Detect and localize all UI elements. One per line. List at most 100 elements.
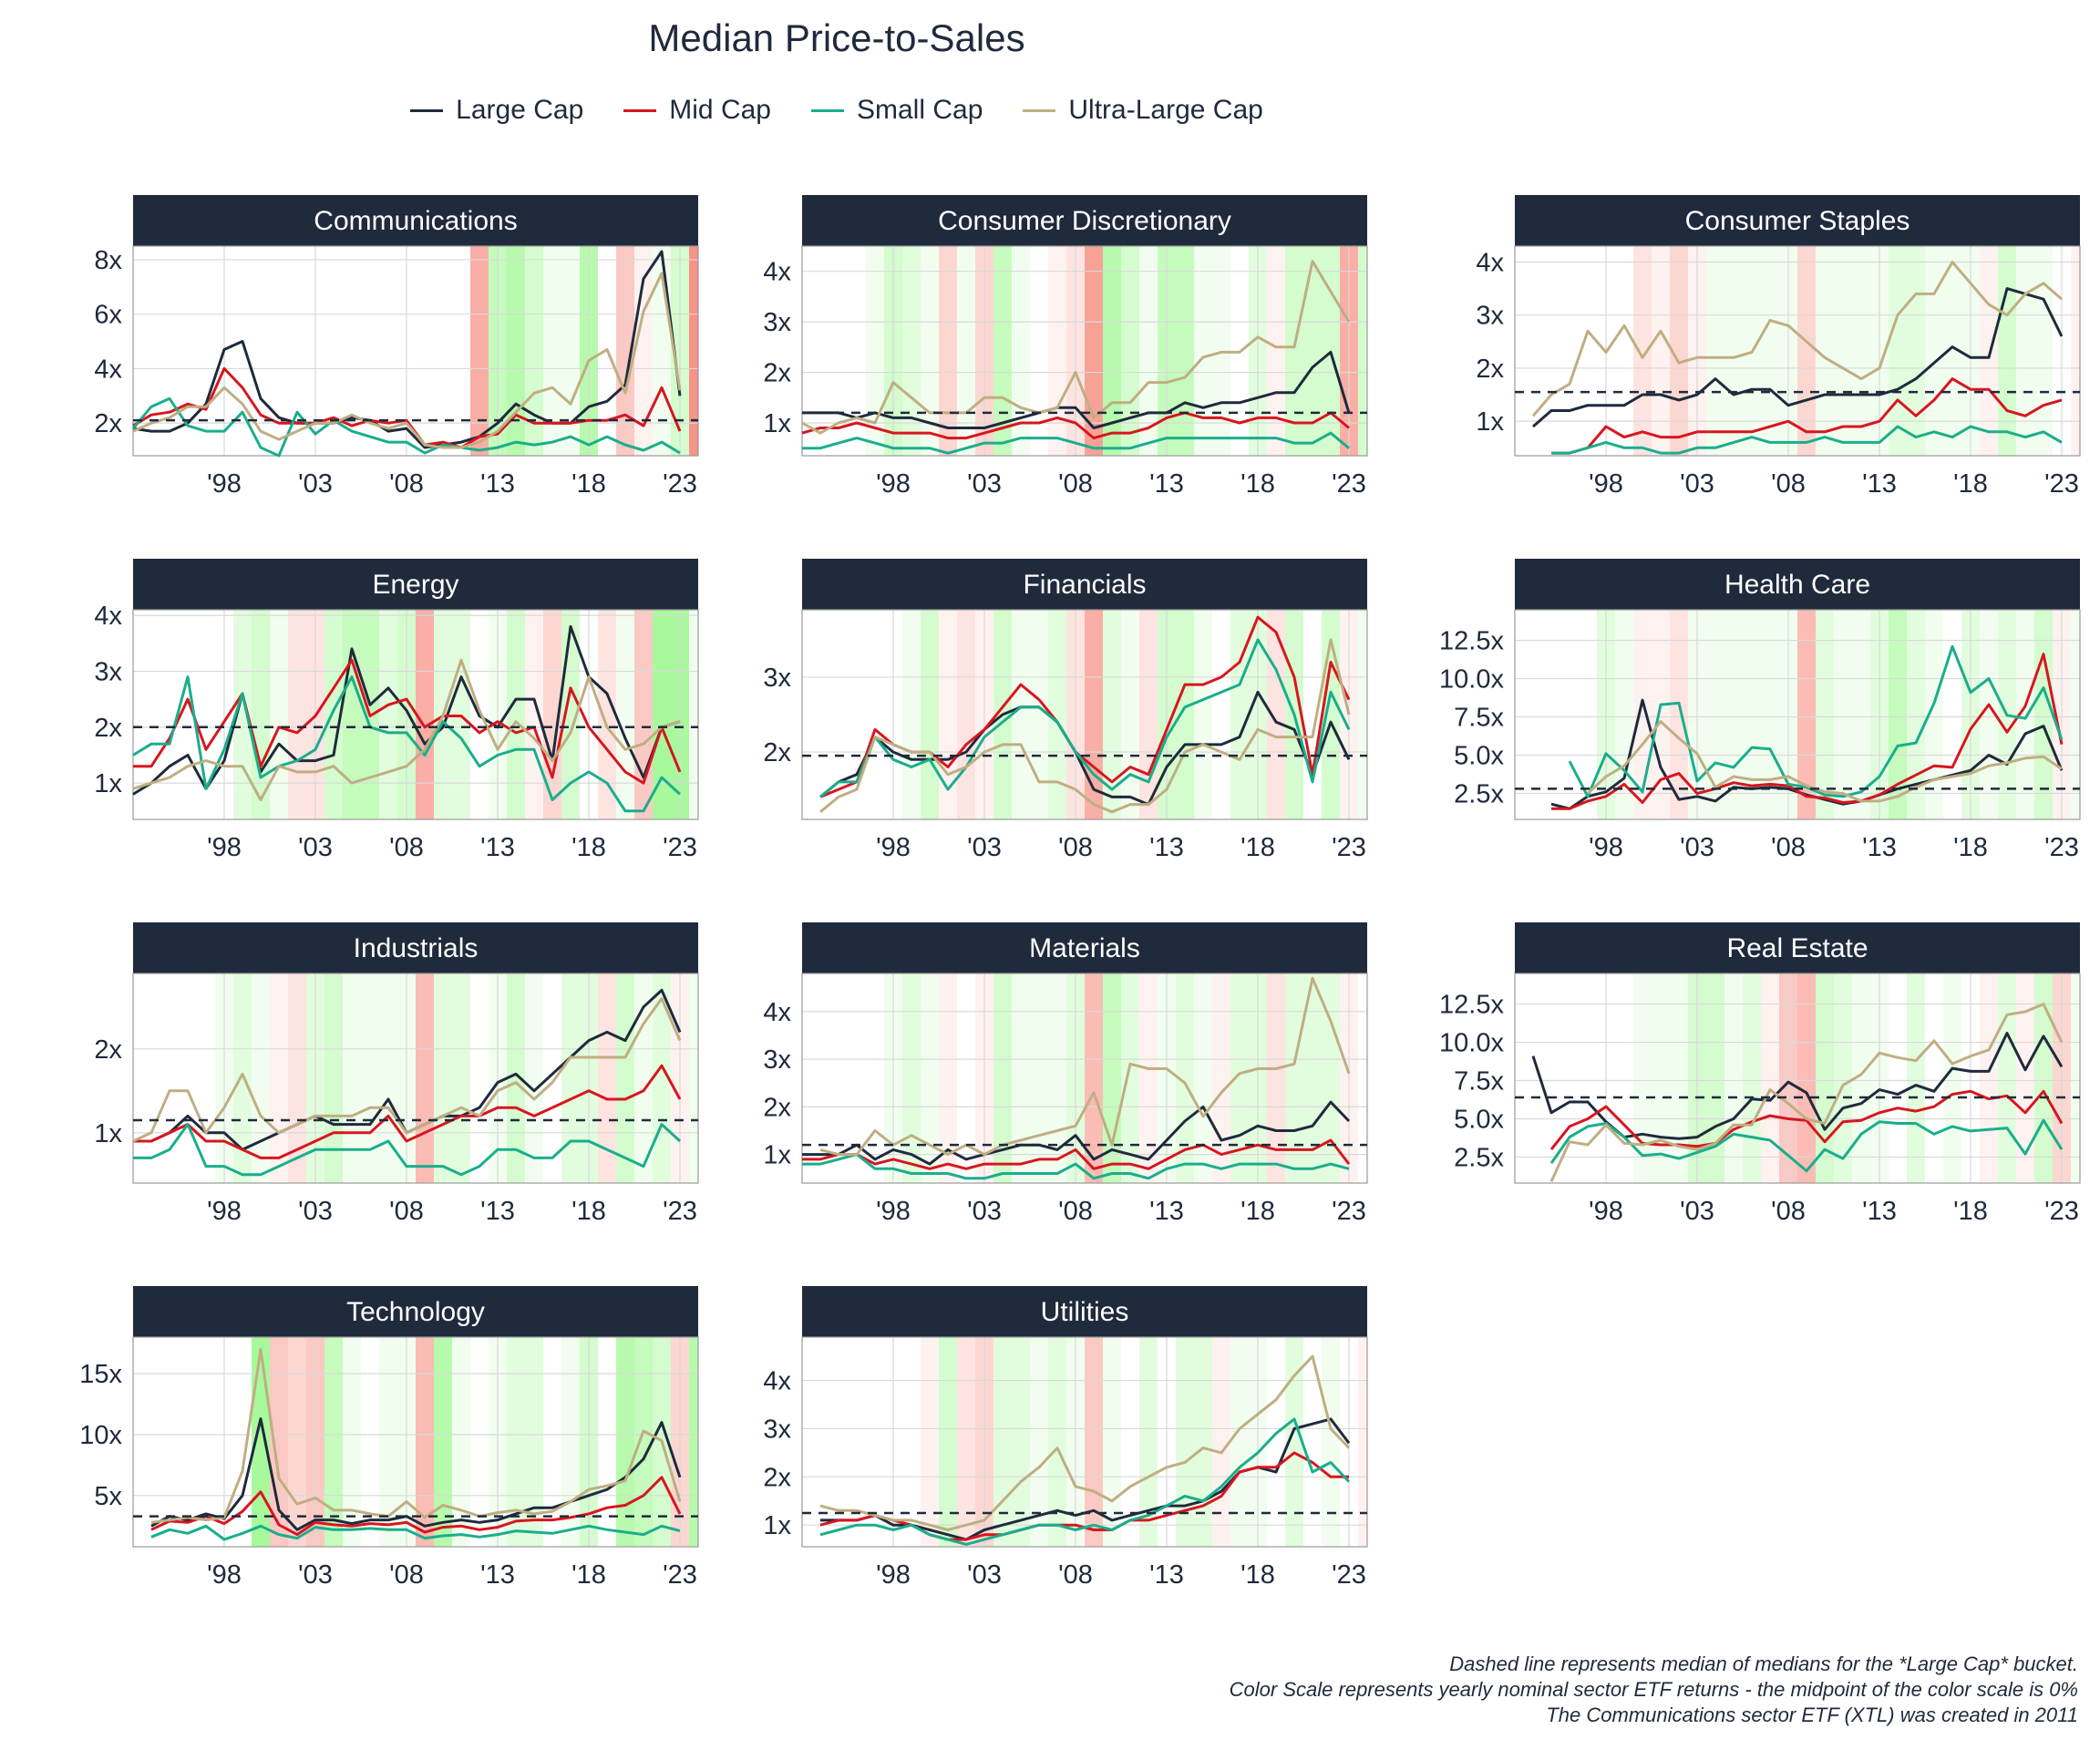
x-tick-label: '08 <box>389 1197 424 1226</box>
return-band <box>543 246 561 456</box>
y-tick-label: 3x <box>763 308 791 337</box>
y-tick-label: 7.5x <box>1454 704 1504 733</box>
return-band <box>1085 246 1103 456</box>
return-band <box>1358 1337 1367 1547</box>
return-band <box>1230 610 1249 819</box>
x-tick-label: '13 <box>1149 833 1184 862</box>
series-line-mid-cap <box>133 658 682 785</box>
y-tick-label: 5.0x <box>1454 741 1504 770</box>
series-line-mid-cap <box>1549 1089 2064 1151</box>
return-band <box>902 246 921 456</box>
return-band <box>2071 973 2080 1183</box>
panel-header <box>1515 559 2080 610</box>
return-band <box>616 246 634 456</box>
series-line-large-cap <box>132 250 682 449</box>
return-band <box>434 973 452 1183</box>
return-band <box>416 1337 434 1547</box>
return-band <box>1907 973 1925 1183</box>
return-band <box>993 246 1012 456</box>
return-band <box>1761 973 1779 1183</box>
series-line-small-cap <box>1549 1118 2064 1173</box>
panel-technology: Technology 5x 10x 15x '98 '03 '08 '13 '18 '23 <box>79 1286 699 1590</box>
return-band <box>507 610 525 819</box>
series-line-small-cap <box>802 431 1350 455</box>
x-tick-label: '98 <box>876 1560 911 1590</box>
return-band <box>1743 610 1761 819</box>
return-band <box>416 973 434 1183</box>
return-band <box>324 973 343 1183</box>
return-band <box>507 246 525 456</box>
series-line-small-cap <box>131 396 681 458</box>
series-line-ultra-large-cap <box>132 272 682 449</box>
plot-border <box>801 1336 1368 1548</box>
panel-header <box>1515 922 2080 973</box>
x-tick-label: '03 <box>967 469 1002 499</box>
return-band <box>379 610 397 819</box>
return-band <box>1121 246 1139 456</box>
footnote-communications-etf: The Communications sector ETF (XTL) was … <box>1546 1704 2078 1726</box>
y-tick-label: 5x <box>94 1482 122 1511</box>
return-band <box>634 1337 653 1547</box>
series-line-ultra-large-cap <box>1586 720 2063 803</box>
legend-label-ultra-large-cap: Ultra-Large Cap <box>1068 95 1263 125</box>
x-tick-label: '23 <box>663 1197 697 1226</box>
x-tick-label: '13 <box>1862 469 1897 499</box>
return-band <box>343 610 361 819</box>
series-line-ultra-large-cap <box>150 1347 682 1524</box>
return-band <box>921 973 939 1183</box>
plot-border <box>801 973 1368 1184</box>
return-band <box>1303 246 1322 456</box>
panel-header <box>802 195 1367 246</box>
y-tick-label: 2.5x <box>1454 1143 1504 1172</box>
return-band <box>1816 610 1834 819</box>
return-band <box>2034 246 2053 456</box>
return-band <box>902 610 921 819</box>
series-line-ultra-large-cap <box>819 638 1351 814</box>
return-band <box>2071 246 2080 456</box>
x-tick-label: '23 <box>2044 1197 2079 1226</box>
x-tick-label: '18 <box>571 1197 606 1226</box>
return-band <box>561 1337 580 1547</box>
legend-swatch-ultra-large-cap <box>1023 108 1056 112</box>
return-band <box>957 610 975 819</box>
x-tick-label: '18 <box>1953 469 1988 499</box>
series-line-ultra-large-cap <box>1531 261 2063 417</box>
return-band <box>1706 246 1724 456</box>
return-band <box>921 610 939 819</box>
return-band <box>1907 610 1925 819</box>
y-tick-label: 1x <box>763 1511 791 1540</box>
return-band <box>1194 246 1212 456</box>
return-band <box>1834 610 1852 819</box>
return-band <box>1012 1337 1030 1547</box>
panel-header <box>133 1286 698 1337</box>
return-band <box>1176 246 1194 456</box>
x-tick-label: '98 <box>1589 833 1623 862</box>
series-line-small-cap <box>1568 644 2064 798</box>
return-band <box>1724 973 1743 1183</box>
return-band <box>2016 246 2034 456</box>
x-tick-label: '23 <box>663 469 697 499</box>
return-band <box>434 1337 452 1547</box>
x-tick-label: '03 <box>298 833 333 862</box>
x-tick-label: '03 <box>967 1197 1002 1226</box>
y-tick-label: 1x <box>763 1141 791 1170</box>
return-band <box>1267 610 1285 819</box>
x-tick-label: '18 <box>571 1560 606 1590</box>
return-band <box>1980 973 1998 1183</box>
return-band <box>270 610 288 819</box>
return-band <box>1176 973 1194 1183</box>
return-band <box>993 1337 1012 1547</box>
return-band <box>1048 973 1066 1183</box>
x-tick-label: '08 <box>1058 1560 1093 1590</box>
x-tick-label: '18 <box>1953 1197 1988 1226</box>
series-line-small-cap <box>1551 425 2063 455</box>
x-tick-label: '13 <box>480 1197 515 1226</box>
return-band <box>1652 246 1670 456</box>
return-band <box>343 973 361 1183</box>
panel-real-estate: Real Estate 2.5x 5.0x 7.5x 10.0x 12.5x '98 '03 '… <box>1439 922 2081 1226</box>
panel-title: Utilities <box>1041 1297 1129 1327</box>
return-band <box>1322 1337 1340 1547</box>
return-band <box>379 973 397 1183</box>
series-line-small-cap <box>150 1524 681 1541</box>
panel-header <box>802 922 1367 973</box>
